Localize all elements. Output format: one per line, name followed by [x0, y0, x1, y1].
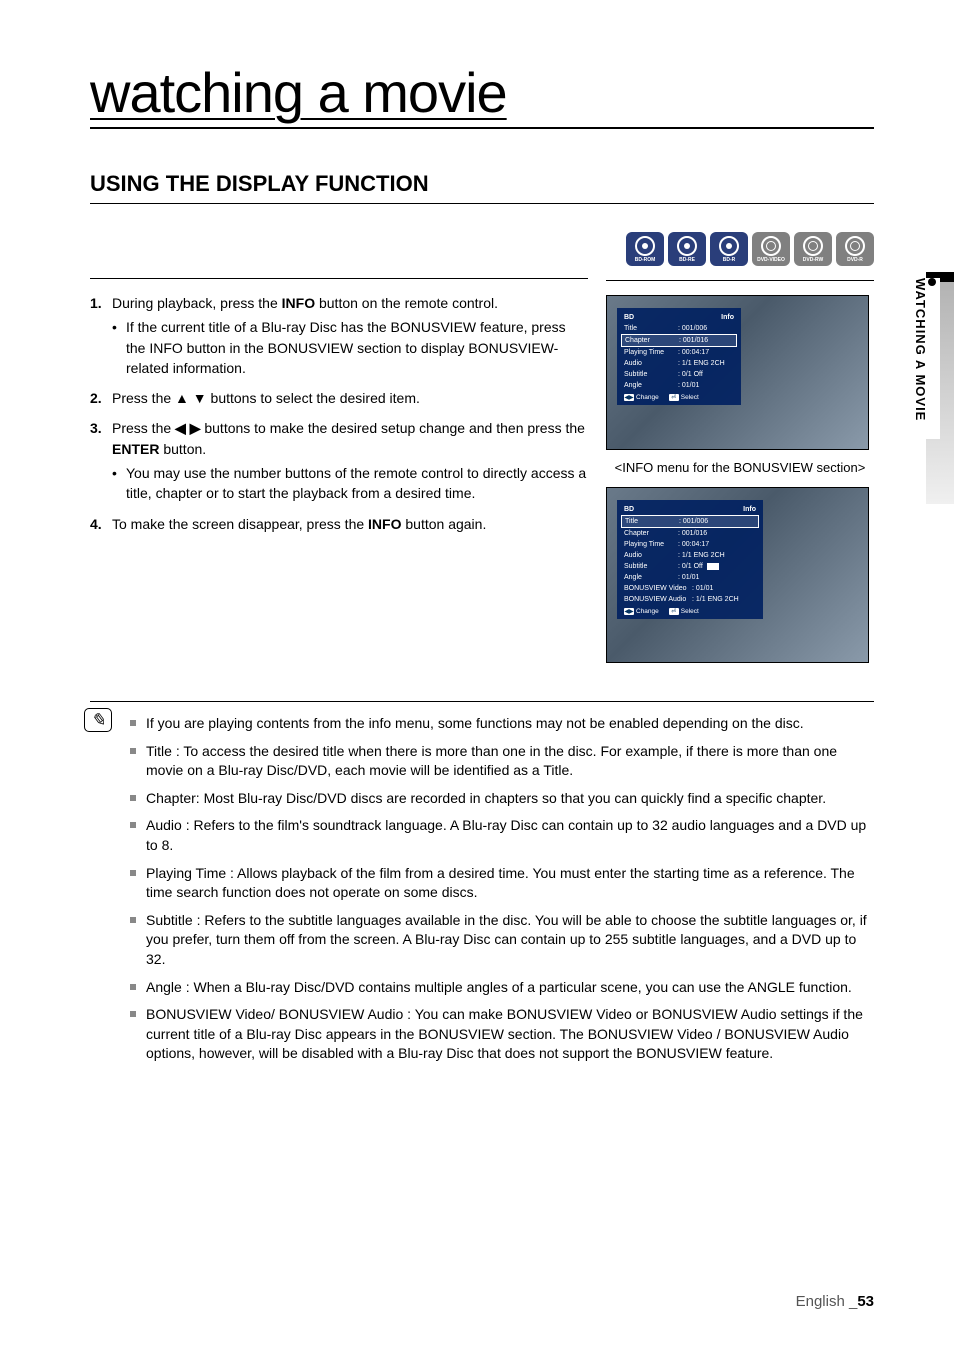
osd-screenshot-1: BDInfoTitle: 001/006Chapter: 001/016Play…	[606, 295, 869, 450]
osd-panel-1: BDInfoTitle: 001/006Chapter: 001/016Play…	[617, 308, 741, 405]
disc-icon-bd-rom: BD-ROM	[626, 232, 664, 266]
bullet-icon	[130, 822, 136, 828]
note-item: Title : To access the desired title when…	[130, 742, 874, 781]
disc-icon-bd-r: BD-R	[710, 232, 748, 266]
osd-row: Chapter: 001/016	[621, 528, 759, 539]
disc-icon-dvd-r: DVD-R	[836, 232, 874, 266]
step-body: During playback, press the INFO button o…	[112, 293, 588, 378]
note-item: If you are playing contents from the inf…	[130, 714, 874, 734]
bullet-icon	[130, 720, 136, 726]
step-body: Press the ◀ ▶ buttons to make the desire…	[112, 418, 588, 503]
steps-column: 1.During playback, press the INFO button…	[90, 232, 588, 673]
bullet-icon	[130, 984, 136, 990]
osd-screenshot-2: BDInfoTitle: 001/006Chapter: 001/016Play…	[606, 487, 869, 663]
osd-row: Title: 001/006	[621, 323, 737, 334]
step-number: 3.	[90, 418, 112, 503]
section-title: USING THE DISPLAY FUNCTION	[90, 171, 874, 204]
osd-row: Subtitle: 0/1 Off	[621, 561, 759, 572]
bullet-icon	[130, 1011, 136, 1017]
disc-icon-bd-re: BD-RE	[668, 232, 706, 266]
step-number: 1.	[90, 293, 112, 378]
note-text: Audio : Refers to the film's soundtrack …	[146, 816, 874, 855]
note-item: Audio : Refers to the film's soundtrack …	[130, 816, 874, 855]
steps-list: 1.During playback, press the INFO button…	[90, 293, 588, 534]
note-item: Chapter: Most Blu-ray Disc/DVD discs are…	[130, 789, 874, 809]
note-text: If you are playing contents from the inf…	[146, 714, 874, 734]
osd-row: Angle: 01/01	[621, 572, 759, 583]
footer-page-number: 53	[857, 1293, 874, 1310]
osd-row: BONUSVIEW Video: 01/01	[621, 583, 759, 594]
step-item: 1.During playback, press the INFO button…	[90, 293, 588, 378]
bullet-icon	[130, 870, 136, 876]
osd-row: Audio: 1/1 ENG 2CH	[621, 358, 737, 369]
figures-column: BD-ROMBD-REBD-RDVD-VIDEODVD-RWDVD-R BDIn…	[606, 232, 874, 673]
bullet-icon	[130, 795, 136, 801]
notes-section: ✎ If you are playing contents from the i…	[90, 701, 874, 1064]
note-item: Subtitle : Refers to the subtitle langua…	[130, 911, 874, 970]
osd-row: BONUSVIEW Audio: 1/1 ENG 2CH	[621, 594, 759, 605]
osd-row: Playing Time: 00:04:17	[621, 539, 759, 550]
step-item: 2.Press the ▲ ▼ buttons to select the de…	[90, 388, 588, 408]
note-text: BONUSVIEW Video/ BONUSVIEW Audio : You c…	[146, 1005, 874, 1064]
note-text: Subtitle : Refers to the subtitle langua…	[146, 911, 874, 970]
divider	[606, 280, 874, 281]
step-item: 4.To make the screen disappear, press th…	[90, 514, 588, 534]
notes-list: If you are playing contents from the inf…	[90, 714, 874, 1064]
note-text: Chapter: Most Blu-ray Disc/DVD discs are…	[146, 789, 874, 809]
step-number: 4.	[90, 514, 112, 534]
osd-row: Angle: 01/01	[621, 380, 737, 391]
note-item: BONUSVIEW Video/ BONUSVIEW Audio : You c…	[130, 1005, 874, 1064]
note-text: Angle : When a Blu-ray Disc/DVD contains…	[146, 978, 874, 998]
step-item: 3.Press the ◀ ▶ buttons to make the desi…	[90, 418, 588, 503]
bonusview-caption: <INFO menu for the BONUSVIEW section>	[606, 460, 874, 475]
osd-row: Subtitle: 0/1 Off	[621, 369, 737, 380]
bullet-icon	[130, 917, 136, 923]
bullet-icon	[130, 748, 136, 754]
osd-header: BDInfo	[621, 312, 737, 323]
osd-row: Chapter: 001/016	[621, 334, 737, 347]
note-icon: ✎	[84, 708, 112, 732]
page-footer: English _53	[796, 1293, 874, 1310]
note-text: Title : To access the desired title when…	[146, 742, 874, 781]
osd-header: BDInfo	[621, 504, 759, 515]
step-sub: •You may use the number buttons of the r…	[112, 463, 588, 504]
note-item: Angle : When a Blu-ray Disc/DVD contains…	[130, 978, 874, 998]
osd-panel-2: BDInfoTitle: 001/006Chapter: 001/016Play…	[617, 500, 763, 619]
chapter-title: watching a movie	[90, 60, 874, 129]
osd-row: Audio: 1/1 ENG 2CH	[621, 550, 759, 561]
step-number: 2.	[90, 388, 112, 408]
disc-icons-row: BD-ROMBD-REBD-RDVD-VIDEODVD-RWDVD-R	[606, 232, 874, 266]
note-item: Playing Time : Allows playback of the fi…	[130, 864, 874, 903]
osd-row: Playing Time: 00:04:17	[621, 347, 737, 358]
footer-lang: English	[796, 1293, 845, 1310]
disc-icon-dvd-rw: DVD-RW	[794, 232, 832, 266]
divider	[90, 278, 588, 279]
step-body: Press the ▲ ▼ buttons to select the desi…	[112, 388, 588, 408]
step-body: To make the screen disappear, press the …	[112, 514, 588, 534]
disc-icon-dvd-video: DVD-VIDEO	[752, 232, 790, 266]
osd-footer: ◀▶Change⏎Select	[621, 391, 737, 401]
osd-row: Title: 001/006	[621, 515, 759, 528]
osd-footer: ◀▶Change⏎Select	[621, 605, 759, 615]
step-sub: •If the current title of a Blu-ray Disc …	[112, 317, 588, 378]
note-text: Playing Time : Allows playback of the fi…	[146, 864, 874, 903]
